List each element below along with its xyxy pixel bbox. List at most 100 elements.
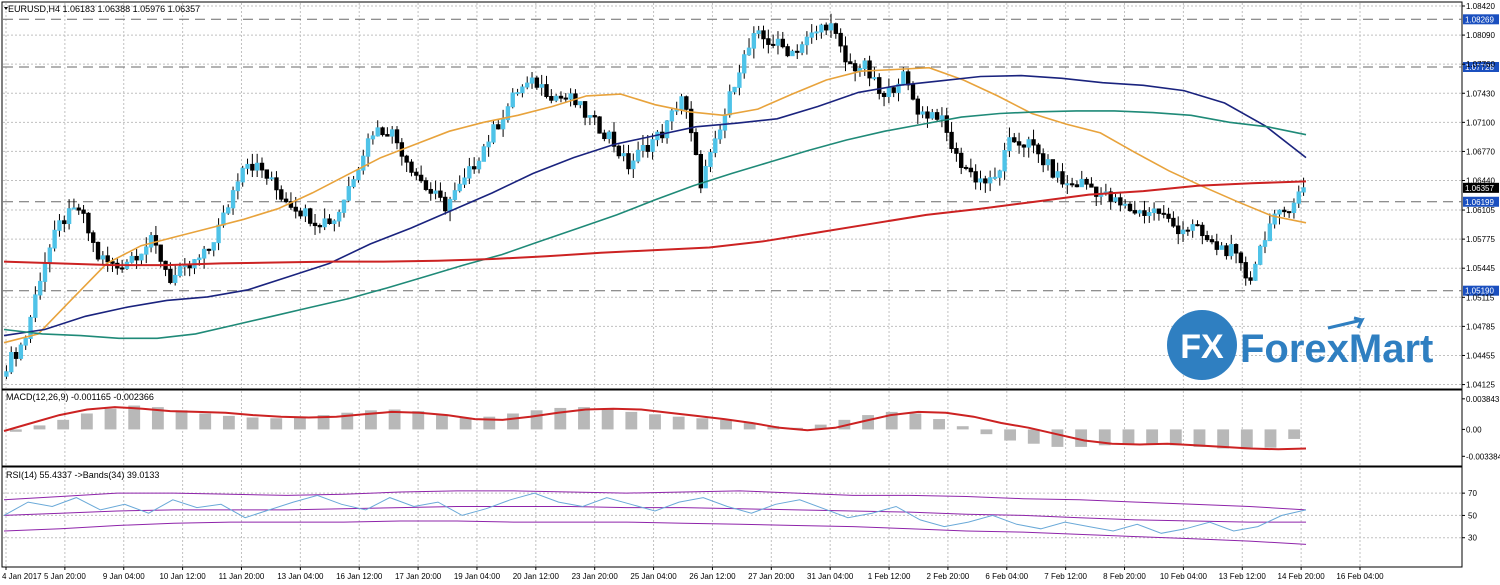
bear-candle <box>438 190 443 198</box>
bear-candle <box>110 261 115 264</box>
bear-candle <box>1156 208 1162 214</box>
bear-candle <box>327 218 332 225</box>
bear-candle <box>418 174 424 182</box>
x-tick-label: 26 Jan 12:00 <box>689 572 736 581</box>
x-tick-label: 6 Feb 04:00 <box>985 572 1028 581</box>
bull-candle <box>365 138 371 157</box>
x-tick-label: 19 Jan 04:00 <box>454 572 501 581</box>
bull-candle <box>939 115 945 120</box>
bear-candle <box>298 210 303 217</box>
bear-candle <box>616 145 622 157</box>
bear-candle <box>688 108 694 134</box>
macd-histogram-bar <box>1027 429 1040 444</box>
bear-candle <box>1243 262 1248 279</box>
bull-candle <box>920 111 925 115</box>
bull-candle <box>809 32 814 38</box>
macd-histogram-bar <box>838 419 851 430</box>
bear-candle <box>848 61 853 65</box>
bull-candle <box>9 351 14 373</box>
bull-candle <box>370 135 376 140</box>
bull-candle <box>804 36 810 46</box>
x-tick-label: 25 Jan 04:00 <box>630 572 677 581</box>
bear-candle <box>404 155 409 163</box>
bear-candle <box>158 244 163 262</box>
bull-candle <box>539 84 544 88</box>
bear-candle <box>925 111 930 119</box>
bull-candle <box>799 44 805 53</box>
bear-candle <box>1200 224 1205 237</box>
bull-candle <box>790 50 795 57</box>
bull-candle <box>819 24 824 33</box>
macd-histogram-bar <box>980 429 993 435</box>
bull-candle <box>814 31 819 34</box>
x-tick-label: 13 Feb 12:00 <box>1219 572 1267 581</box>
bull-candle <box>177 266 183 276</box>
bear-candle <box>934 112 940 120</box>
bear-candle <box>279 189 284 200</box>
macd-histogram-bar <box>1098 429 1111 446</box>
bear-candle <box>949 131 954 150</box>
bear-candle <box>1248 277 1253 281</box>
bull-candle <box>481 146 486 162</box>
bull-candle <box>717 129 723 140</box>
bear-candle <box>611 131 617 147</box>
logo-badge-text: FX <box>1180 328 1224 366</box>
macd-histogram-bar <box>9 429 22 432</box>
bear-candle <box>1012 137 1017 143</box>
macd-axis: 0.003843 0.00 -0.003384 <box>1462 395 1500 461</box>
rsi-lines <box>3 490 1307 545</box>
bull-candle <box>1190 224 1195 231</box>
bear-candle <box>626 153 631 170</box>
bear-candle <box>597 116 602 134</box>
bull-candle <box>486 141 491 148</box>
bull-candle <box>173 274 178 283</box>
x-tick-label: 11 Jan 20:00 <box>219 572 265 581</box>
macd-signal-path <box>3 406 1307 451</box>
bear-candle <box>785 46 790 57</box>
rsi-band-mid <box>3 506 1306 523</box>
bear-candle <box>1282 209 1287 213</box>
bull-candle <box>47 247 52 264</box>
logo-badge <box>1167 310 1237 380</box>
bear-candle <box>1195 224 1200 227</box>
macd-histogram-bar <box>246 417 259 430</box>
bear-candle <box>843 45 848 63</box>
bear-candle <box>905 71 911 86</box>
bear-candle <box>698 154 703 189</box>
bear-candle <box>761 30 766 40</box>
y-tick-label: 1.04455 <box>1466 351 1495 360</box>
bull-candle <box>269 177 274 180</box>
bear-candle <box>910 84 916 100</box>
bear-candle <box>968 167 974 173</box>
macd-panel-frame <box>1 389 1463 467</box>
bear-candle <box>1089 183 1094 188</box>
macd-histogram-bar <box>933 419 945 430</box>
bear-candle <box>293 206 298 212</box>
level-label-box <box>1463 285 1499 296</box>
bear-candle <box>168 268 173 283</box>
macd-histogram-bar <box>672 416 685 430</box>
main-price-panel: 1.08269 1.07728 1.06199 1.05190 1.06357 1.08… <box>1 1 1499 390</box>
macd-histogram-bar <box>885 411 898 430</box>
bull-candle <box>361 155 366 171</box>
header-menu-arrow-icon[interactable] <box>4 7 8 10</box>
bull-candle <box>1219 245 1224 250</box>
bull-candle <box>491 124 496 143</box>
macd-histogram-bar <box>199 413 212 430</box>
bear-candle <box>1204 235 1210 241</box>
bear-candle <box>380 127 385 136</box>
candlesticks <box>4 13 1306 380</box>
bull-candle <box>872 77 877 80</box>
bull-candle <box>1002 150 1007 172</box>
bear-candle <box>549 95 554 101</box>
y-tick-label: 1.04125 <box>1466 381 1495 390</box>
bear-candle <box>394 129 400 144</box>
symbol-header: EURUSD,H4 1.06183 1.06388 1.05976 1.0635… <box>8 4 200 14</box>
rsi-header: RSI(14) 55.4337 ->Bands(34) 39.0133 <box>6 470 159 480</box>
moving-averages <box>3 66 1307 344</box>
macd-histogram-bar <box>436 415 448 430</box>
bull-candle <box>640 145 646 151</box>
level-label: 1.08269 <box>1465 15 1494 24</box>
bull-candle <box>664 120 670 139</box>
